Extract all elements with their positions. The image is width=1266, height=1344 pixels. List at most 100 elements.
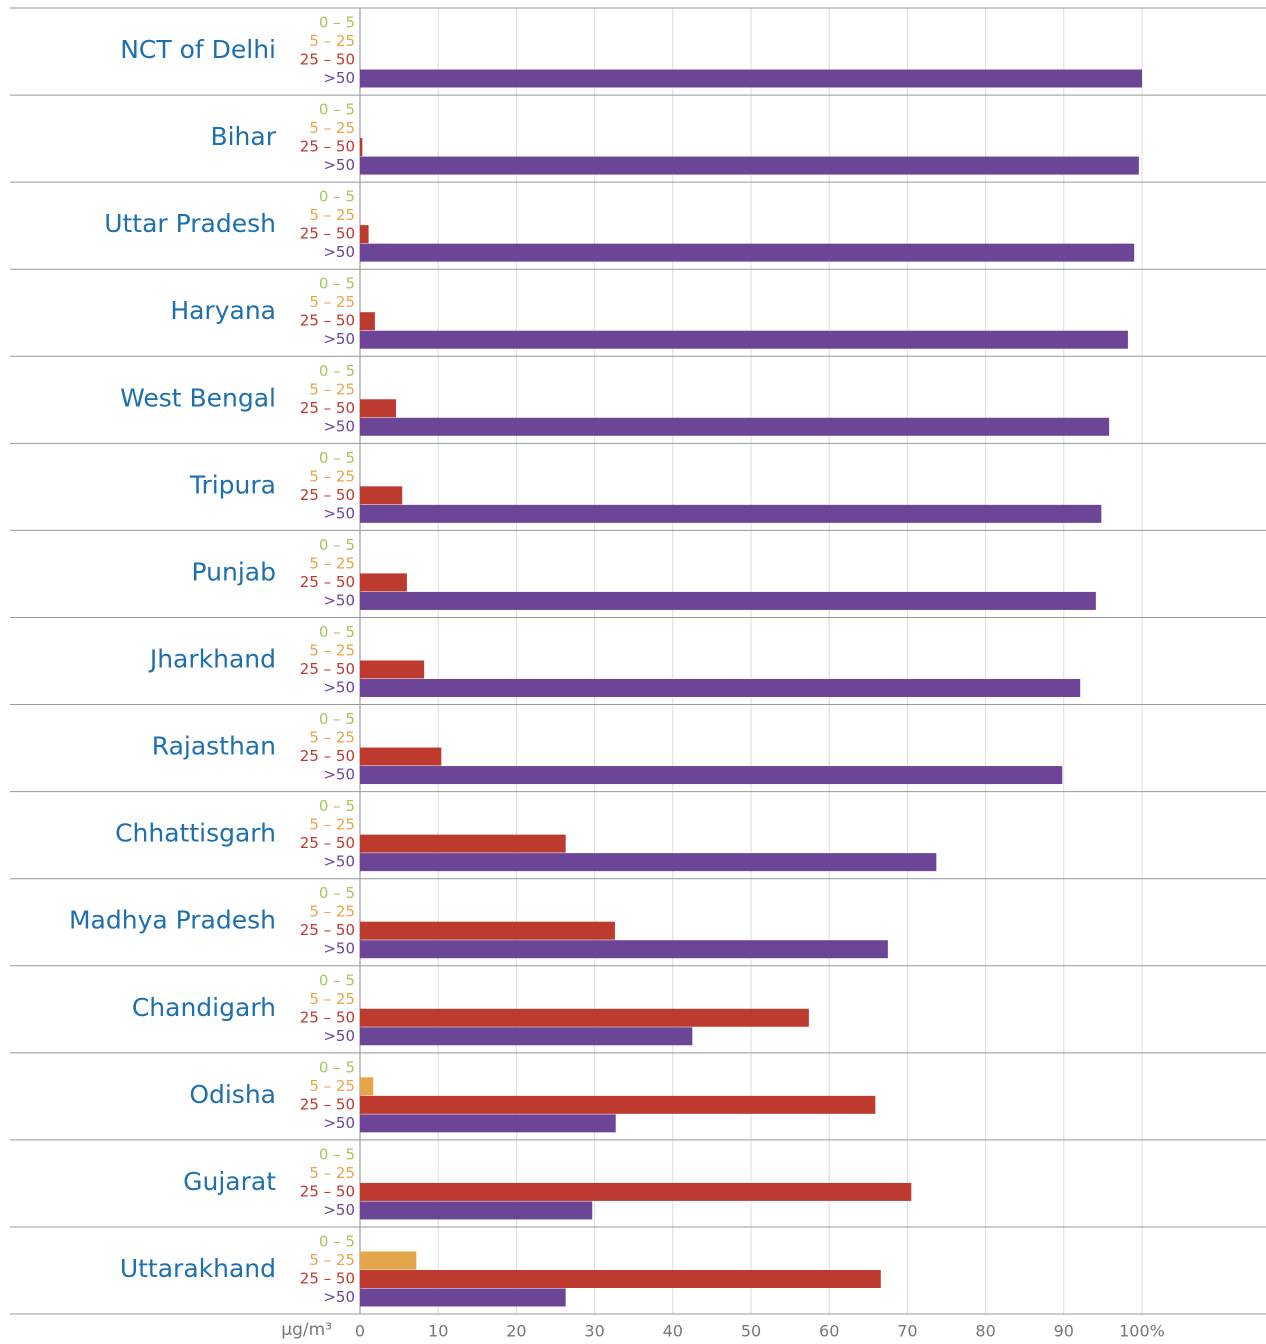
x-axis-label: µg/m³: [281, 1320, 332, 1340]
series-label: 25 – 50: [300, 51, 355, 69]
series-label: >50: [323, 940, 355, 958]
series-label: 5 – 25: [309, 1164, 355, 1182]
series-label: 0 – 5: [319, 101, 355, 119]
x-tick-label: 10: [428, 1322, 448, 1341]
series-label: >50: [323, 156, 355, 174]
series-label: 5 – 25: [309, 32, 355, 50]
series-label: 0 – 5: [319, 1058, 355, 1076]
series-label: >50: [323, 330, 355, 348]
series-label: 5 – 25: [309, 467, 355, 485]
bar: [360, 504, 1102, 523]
category-label: West Bengal: [120, 383, 276, 412]
series-label: 5 – 25: [309, 990, 355, 1008]
series-label: 5 – 25: [309, 554, 355, 572]
series-label: 0 – 5: [319, 449, 355, 467]
series-label: 0 – 5: [319, 971, 355, 989]
category-label: Haryana: [170, 296, 276, 325]
series-label: 25 – 50: [300, 921, 355, 939]
bar: [360, 417, 1110, 436]
series-label: 0 – 5: [319, 1232, 355, 1250]
bar: [360, 1288, 566, 1307]
series-label: 0 – 5: [319, 362, 355, 380]
bar: [360, 1201, 593, 1220]
x-tick-label: 40: [663, 1322, 683, 1341]
category-label: Tripura: [189, 470, 276, 499]
category-label: Odisha: [189, 1080, 276, 1109]
bar: [360, 1251, 417, 1270]
series-label: >50: [323, 504, 355, 522]
series-label: 0 – 5: [319, 536, 355, 554]
series-label: 0 – 5: [319, 797, 355, 815]
x-tick-label: 50: [741, 1322, 761, 1341]
series-label: 5 – 25: [309, 206, 355, 224]
series-label: >50: [323, 69, 355, 87]
x-tick-label: 90: [1054, 1322, 1074, 1341]
bar: [360, 766, 1063, 785]
bar: [360, 573, 407, 592]
bar: [360, 69, 1142, 88]
bar: [360, 243, 1135, 262]
x-tick-label: 0: [355, 1322, 365, 1341]
series-label: >50: [323, 243, 355, 261]
category-label: Punjab: [192, 557, 276, 586]
series-label: >50: [323, 1027, 355, 1045]
series-label: >50: [323, 591, 355, 609]
bar: [360, 1027, 693, 1046]
bar: [360, 1095, 876, 1114]
series-label: 25 – 50: [300, 1182, 355, 1200]
series-label: 0 – 5: [319, 14, 355, 32]
bar: [360, 486, 403, 505]
bar: [360, 678, 1081, 697]
series-label: 25 – 50: [300, 1008, 355, 1026]
bar: [360, 1077, 374, 1096]
bar: [360, 921, 615, 940]
series-label: 0 – 5: [319, 1145, 355, 1163]
series-label: 5 – 25: [309, 1251, 355, 1269]
bar: [360, 156, 1139, 175]
bar: [360, 330, 1128, 349]
series-label: 25 – 50: [300, 747, 355, 765]
category-label: Bihar: [210, 122, 276, 151]
category-label: Gujarat: [183, 1167, 276, 1196]
bar: [360, 399, 396, 418]
series-label: 25 – 50: [300, 225, 355, 243]
series-label: >50: [323, 417, 355, 435]
category-label: Uttar Pradesh: [104, 209, 276, 238]
series-label: 25 – 50: [300, 138, 355, 156]
series-label: 0 – 5: [319, 188, 355, 206]
series-label: 25 – 50: [300, 399, 355, 417]
x-tick-label: 70: [897, 1322, 917, 1341]
series-label: 5 – 25: [309, 729, 355, 747]
x-tick-label: 80: [975, 1322, 995, 1341]
bar: [360, 1269, 881, 1288]
bar: [360, 834, 566, 853]
category-label: Jharkhand: [148, 644, 276, 673]
category-label: Rajasthan: [152, 732, 276, 761]
category-label: Chhattisgarh: [115, 819, 276, 848]
series-label: 25 – 50: [300, 660, 355, 678]
series-label: 25 – 50: [300, 312, 355, 330]
bar: [360, 747, 442, 766]
series-label: 0 – 5: [319, 623, 355, 641]
x-tick-label: 100%: [1119, 1322, 1165, 1341]
series-label: 5 – 25: [309, 641, 355, 659]
bar: [360, 591, 1096, 610]
series-label: 5 – 25: [309, 903, 355, 921]
series-label: 25 – 50: [300, 486, 355, 504]
series-label: 25 – 50: [300, 573, 355, 591]
series-label: 0 – 5: [319, 275, 355, 293]
series-label: >50: [323, 678, 355, 696]
series-label: >50: [323, 853, 355, 871]
bar: [360, 312, 375, 331]
category-label: NCT of Delhi: [120, 35, 276, 64]
series-label: 25 – 50: [300, 834, 355, 852]
series-label: 25 – 50: [300, 1269, 355, 1287]
category-label: Chandigarh: [132, 993, 276, 1022]
series-label: 5 – 25: [309, 119, 355, 137]
series-label: 0 – 5: [319, 710, 355, 728]
bar: [360, 660, 425, 679]
series-label: 25 – 50: [300, 1095, 355, 1113]
series-label: >50: [323, 1288, 355, 1306]
x-tick-label: 20: [506, 1322, 526, 1341]
series-label: 5 – 25: [309, 380, 355, 398]
